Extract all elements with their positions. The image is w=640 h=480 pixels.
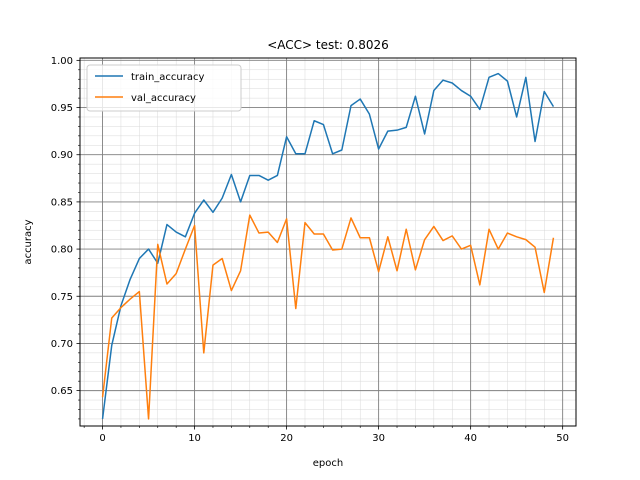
y-tick-label: 0.95	[51, 103, 73, 114]
legend-label-train: train_accuracy	[131, 72, 204, 83]
legend: train_accuracy val_accuracy	[86, 64, 242, 112]
y-tick-label: 0.75	[51, 292, 73, 303]
legend-box	[86, 64, 242, 112]
x-axis-label: epoch	[313, 458, 343, 469]
x-tick-label: 30	[372, 433, 385, 444]
y-tick-label: 0.90	[51, 150, 73, 161]
x-tick-label: 40	[464, 433, 477, 444]
minor-grid	[80, 58, 576, 426]
legend-label-val: val_accuracy	[131, 93, 196, 104]
series-line-train_accuracy	[101, 72, 555, 420]
chart-title: <ACC> test: 0.8026	[267, 38, 389, 52]
y-tick-label: 0.85	[51, 197, 73, 208]
y-tick-label: 0.80	[51, 245, 73, 256]
x-axis-ticks: 0 10 20 30 40 50	[83, 426, 569, 444]
x-tick-label: 50	[556, 433, 569, 444]
series-line-val_accuracy	[101, 214, 555, 420]
y-tick-label: 0.70	[51, 339, 73, 350]
x-tick-label: 10	[188, 433, 201, 444]
y-tick-label: 0.65	[51, 386, 73, 397]
plot-area-frame	[79, 57, 577, 427]
y-tick-label: 1.00	[51, 56, 73, 67]
x-tick-label: 20	[280, 433, 293, 444]
y-axis-label: accuracy	[23, 219, 34, 264]
x-tick-label: 0	[99, 433, 105, 444]
major-grid	[80, 58, 576, 426]
series-lines	[101, 72, 555, 420]
y-axis-ticks: 0.65 0.70 0.75 0.80 0.85 0.90 0.95 1.00	[51, 56, 80, 420]
